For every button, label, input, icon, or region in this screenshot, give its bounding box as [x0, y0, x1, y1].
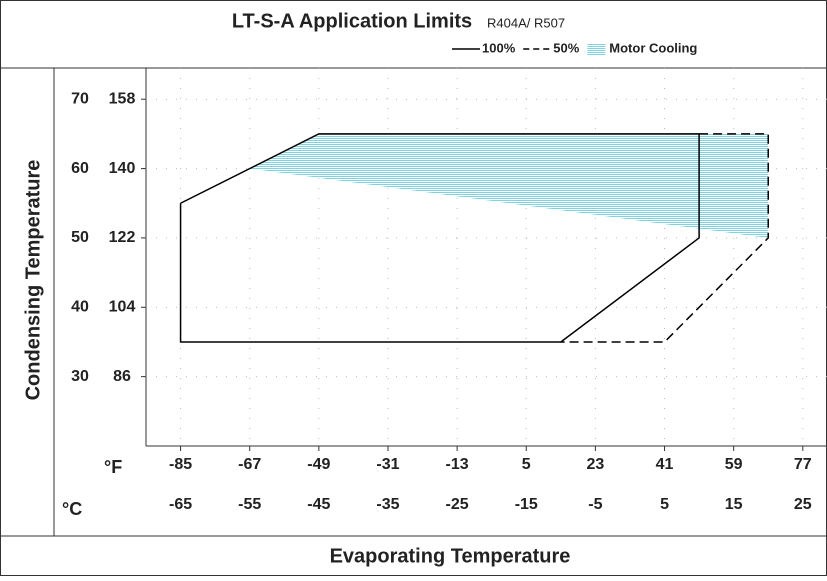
x-tick-label: -5	[588, 496, 602, 513]
y-tick-label: 104	[109, 299, 136, 316]
x-tick-label: 5	[660, 496, 669, 513]
unit-label: °C	[62, 499, 82, 519]
x-tick-label: -49	[307, 456, 330, 473]
x-tick-label: 59	[725, 456, 743, 473]
unit-label: °F	[104, 457, 122, 477]
chart-title: LT-S-A Application Limits	[232, 10, 472, 32]
motor-cooling-area	[249, 133, 769, 238]
y-tick-label: 86	[113, 368, 131, 385]
x-tick-label: -15	[515, 496, 538, 513]
subtitle: R404A/ R507	[487, 15, 565, 30]
x-tick-label: -31	[376, 456, 399, 473]
x-tick-label: -35	[376, 496, 399, 513]
legend-label: 100%	[482, 40, 516, 55]
y-tick-label: 70	[71, 90, 89, 107]
legend: 100% 50% Motor Cooling	[452, 40, 697, 55]
y-tick-label: 122	[109, 229, 136, 246]
legend-swatch	[587, 43, 606, 55]
x-tick-label: 77	[794, 456, 812, 473]
y-tick-label: 50	[71, 229, 89, 246]
y-tick-label: 30	[71, 368, 89, 385]
x-tick-label: -67	[238, 456, 261, 473]
x-tick-label: 5	[522, 456, 531, 473]
x-tick-label: -65	[169, 496, 192, 513]
x-tick-label: -55	[238, 496, 261, 513]
legend-label: 50%	[553, 40, 579, 55]
x-tick-label: 15	[725, 496, 743, 513]
y-axis-label: Condensing Temperature	[22, 160, 44, 401]
envelope-line	[560, 133, 769, 343]
x-tick-label: -25	[446, 496, 469, 513]
x-axis-label: Evaporating Temperature	[330, 545, 571, 567]
x-tick-label: -85	[169, 456, 192, 473]
y-tick-label: 60	[71, 160, 89, 177]
envelope-line	[179, 133, 700, 343]
x-tick-label: 41	[656, 456, 674, 473]
y-tick-label: 40	[71, 299, 89, 316]
y-tick-label: 158	[109, 90, 136, 107]
x-tick-label: 23	[586, 456, 604, 473]
x-tick-label: -45	[307, 496, 330, 513]
legend-label: Motor Cooling	[609, 40, 697, 55]
x-tick-label: -13	[446, 456, 469, 473]
y-tick-label: 140	[109, 160, 136, 177]
x-tick-label: 25	[794, 496, 812, 513]
